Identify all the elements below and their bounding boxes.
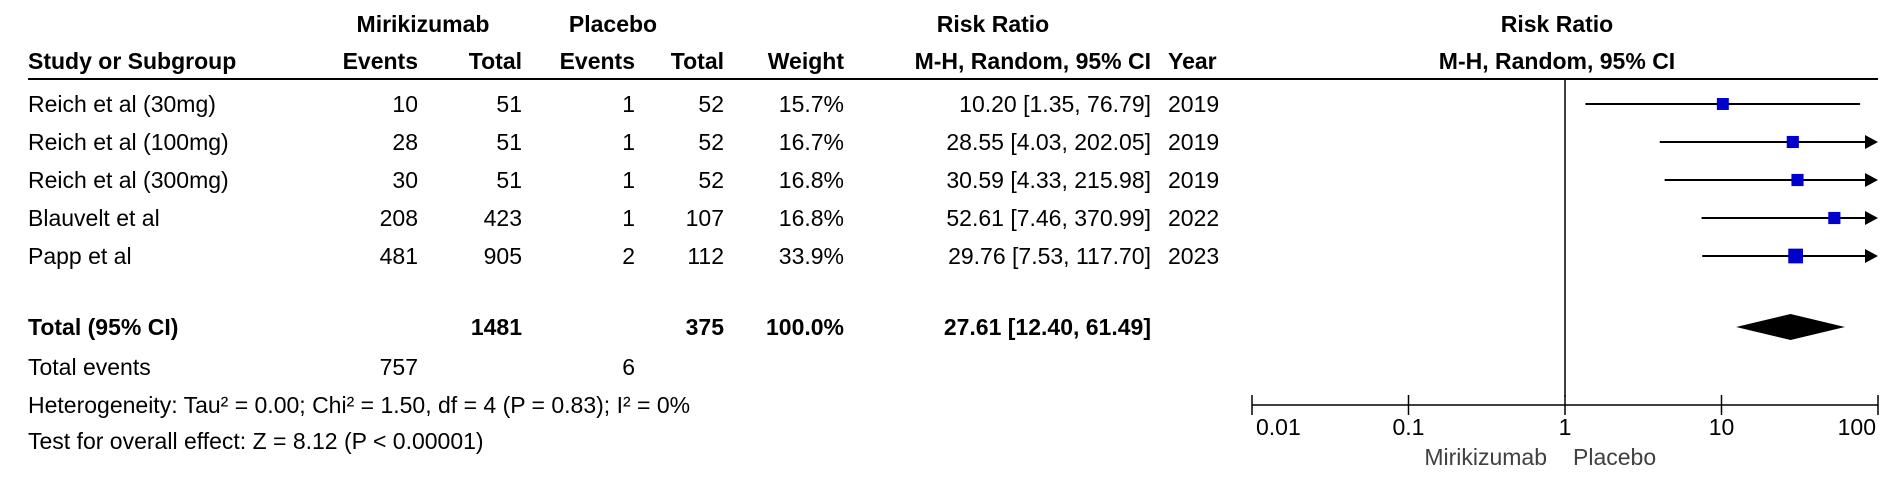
group-experimental-label: Mirikizumab [357, 11, 490, 37]
study-marker [1788, 248, 1803, 264]
total-exp-total: 1481 [471, 314, 522, 340]
x-axis-tick-label: 10 [1709, 414, 1735, 440]
study-exp-total: 905 [484, 243, 522, 269]
study-ci-arrow [1865, 249, 1878, 263]
col-exp-total-header: Total [469, 48, 522, 74]
effect-heading: Risk Ratio [937, 11, 1049, 37]
study-ci: 28.55 [4.03, 202.05] [946, 129, 1151, 155]
total-events-label: Total events [28, 354, 151, 380]
x-axis-tick-label: 0.01 [1256, 414, 1301, 440]
col-study-header: Study or Subgroup [28, 48, 236, 74]
total-weight: 100.0% [766, 314, 844, 340]
col-exp-events-header: Events [343, 48, 418, 74]
study-ctrl-events: 1 [622, 167, 635, 193]
study-marker [1828, 211, 1841, 225]
total-label: Total (95% CI) [28, 314, 178, 340]
heterogeneity-text: Heterogeneity: Tau² = 0.00; Chi² = 1.50,… [28, 392, 690, 418]
study-marker [1786, 135, 1799, 149]
study-weight: 16.7% [779, 129, 844, 155]
x-axis-tick-label: 1 [1559, 414, 1572, 440]
x-axis-tick-label: 100 [1838, 414, 1876, 440]
study-exp-events: 30 [392, 167, 418, 193]
study-row: Papp et al 481 905 2 112 33.9% 29.76 [7.53, 11… [28, 243, 1219, 269]
study-year: 2019 [1168, 91, 1219, 117]
study-row: Blauvelt et al 208 423 1 107 16.8% 52.61 [7.46… [28, 205, 1219, 231]
col-ctrl-events-header: Events [560, 48, 635, 74]
study-name: Papp et al [28, 243, 132, 269]
study-ctrl-total: 52 [698, 129, 724, 155]
study-rows: Reich et al (30mg) 10 51 1 52 15.7% 10.20 [1.3… [28, 91, 1219, 269]
study-ci: 29.76 [7.53, 117.70] [948, 243, 1151, 269]
total-events-exp: 757 [380, 354, 418, 380]
study-ci: 52.61 [7.46, 370.99] [946, 205, 1151, 231]
study-ci-arrow [1865, 173, 1878, 187]
study-marker [1791, 173, 1804, 187]
study-weight: 15.7% [779, 91, 844, 117]
study-ctrl-total: 107 [686, 205, 724, 231]
study-exp-total: 51 [496, 91, 522, 117]
study-weight: 16.8% [779, 167, 844, 193]
study-ctrl-total: 52 [698, 167, 724, 193]
col-ctrl-total-header: Total [671, 48, 724, 74]
study-marker [1716, 98, 1729, 110]
favours-right-label: Placebo [1573, 444, 1656, 470]
study-ctrl-events: 1 [622, 91, 635, 117]
study-exp-total: 51 [496, 167, 522, 193]
total-events-ctrl: 6 [622, 354, 635, 380]
study-name: Reich et al (300mg) [28, 167, 229, 193]
study-ctrl-events: 1 [622, 129, 635, 155]
x-axis-tick-label: 0.1 [1393, 414, 1425, 440]
total-ctrl-total: 375 [686, 314, 725, 340]
study-year: 2019 [1168, 167, 1219, 193]
study-ci-arrow [1865, 211, 1878, 225]
study-weight: 16.8% [779, 205, 844, 231]
study-name: Reich et al (30mg) [28, 91, 216, 117]
study-ctrl-events: 1 [622, 205, 635, 231]
study-ctrl-total: 112 [687, 243, 724, 269]
study-exp-total: 423 [484, 205, 522, 231]
study-ci: 10.20 [1.35, 76.79] [959, 91, 1151, 117]
study-exp-events: 208 [380, 205, 418, 231]
total-ci: 27.61 [12.40, 61.49] [944, 314, 1151, 340]
study-ctrl-events: 2 [622, 243, 635, 269]
study-name: Reich et al (100mg) [28, 129, 229, 155]
col-weight-header: Weight [768, 48, 845, 74]
summary-diamond [1736, 314, 1845, 340]
study-exp-events: 10 [392, 91, 418, 117]
study-name: Blauvelt et al [28, 205, 160, 231]
study-weight: 33.9% [779, 243, 844, 269]
overall-effect-text: Test for overall effect: Z = 8.12 (P < 0… [28, 428, 484, 454]
study-ci: 30.59 [4.33, 215.98] [946, 167, 1151, 193]
col-year-header: Year [1168, 48, 1217, 74]
favours-left-label: Mirikizumab [1424, 444, 1547, 470]
study-row: Reich et al (100mg) 28 51 1 52 16.7% 28.55 [4.… [28, 129, 1219, 155]
study-ci-arrow [1865, 135, 1878, 149]
study-year: 2019 [1168, 129, 1219, 155]
col-ci-header: M-H, Random, 95% CI [915, 48, 1151, 74]
study-ctrl-total: 52 [698, 91, 724, 117]
plot-heading: Risk Ratio [1501, 11, 1613, 37]
study-exp-events: 28 [392, 129, 418, 155]
study-exp-total: 51 [496, 129, 522, 155]
plot-layer: 0.01 0.1 1 10 100 [1251, 79, 1879, 440]
study-exp-events: 481 [380, 243, 418, 269]
study-row: Reich et al (30mg) 10 51 1 52 15.7% 10.20 [1.3… [28, 91, 1219, 117]
plot-subheading: M-H, Random, 95% CI [1439, 48, 1675, 74]
study-year: 2022 [1168, 205, 1219, 231]
study-row: Reich et al (300mg) 30 51 1 52 16.8% 30.59 [4.… [28, 167, 1219, 193]
group-control-label: Placebo [569, 11, 657, 37]
study-year: 2023 [1168, 243, 1219, 269]
